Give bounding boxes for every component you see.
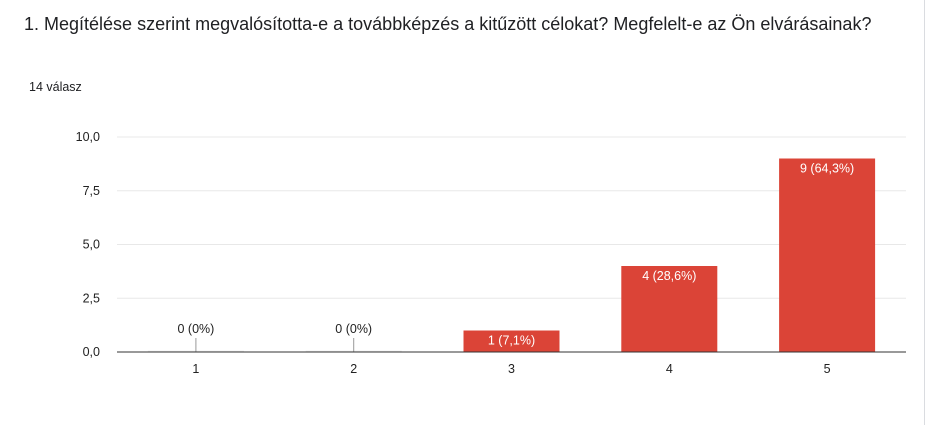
data-label: 1 (7,1%) xyxy=(488,334,535,348)
y-tick-label: 10,0 xyxy=(76,130,100,144)
bar xyxy=(621,266,718,352)
x-tick-label: 4 xyxy=(666,362,673,376)
bar xyxy=(463,330,560,352)
data-label: 9 (64,3%) xyxy=(800,162,854,176)
y-tick-label: 2,5 xyxy=(83,291,100,305)
response-count: 14 válasz xyxy=(29,80,82,94)
question-title: 1. Megítélése szerint megvalósította-e a… xyxy=(24,14,872,34)
x-tick-label: 3 xyxy=(508,362,515,376)
x-tick-label: 5 xyxy=(824,362,831,376)
x-tick-label: 1 xyxy=(192,362,199,376)
data-label: 0 (0%) xyxy=(177,322,214,336)
y-tick-label: 5,0 xyxy=(83,238,100,252)
y-tick-label: 0,0 xyxy=(83,345,100,359)
x-tick-label: 2 xyxy=(350,362,357,376)
bar xyxy=(779,158,876,352)
y-tick-label: 7,5 xyxy=(83,184,100,198)
data-label: 4 (28,6%) xyxy=(642,269,696,283)
data-label: 0 (0%) xyxy=(335,322,372,336)
